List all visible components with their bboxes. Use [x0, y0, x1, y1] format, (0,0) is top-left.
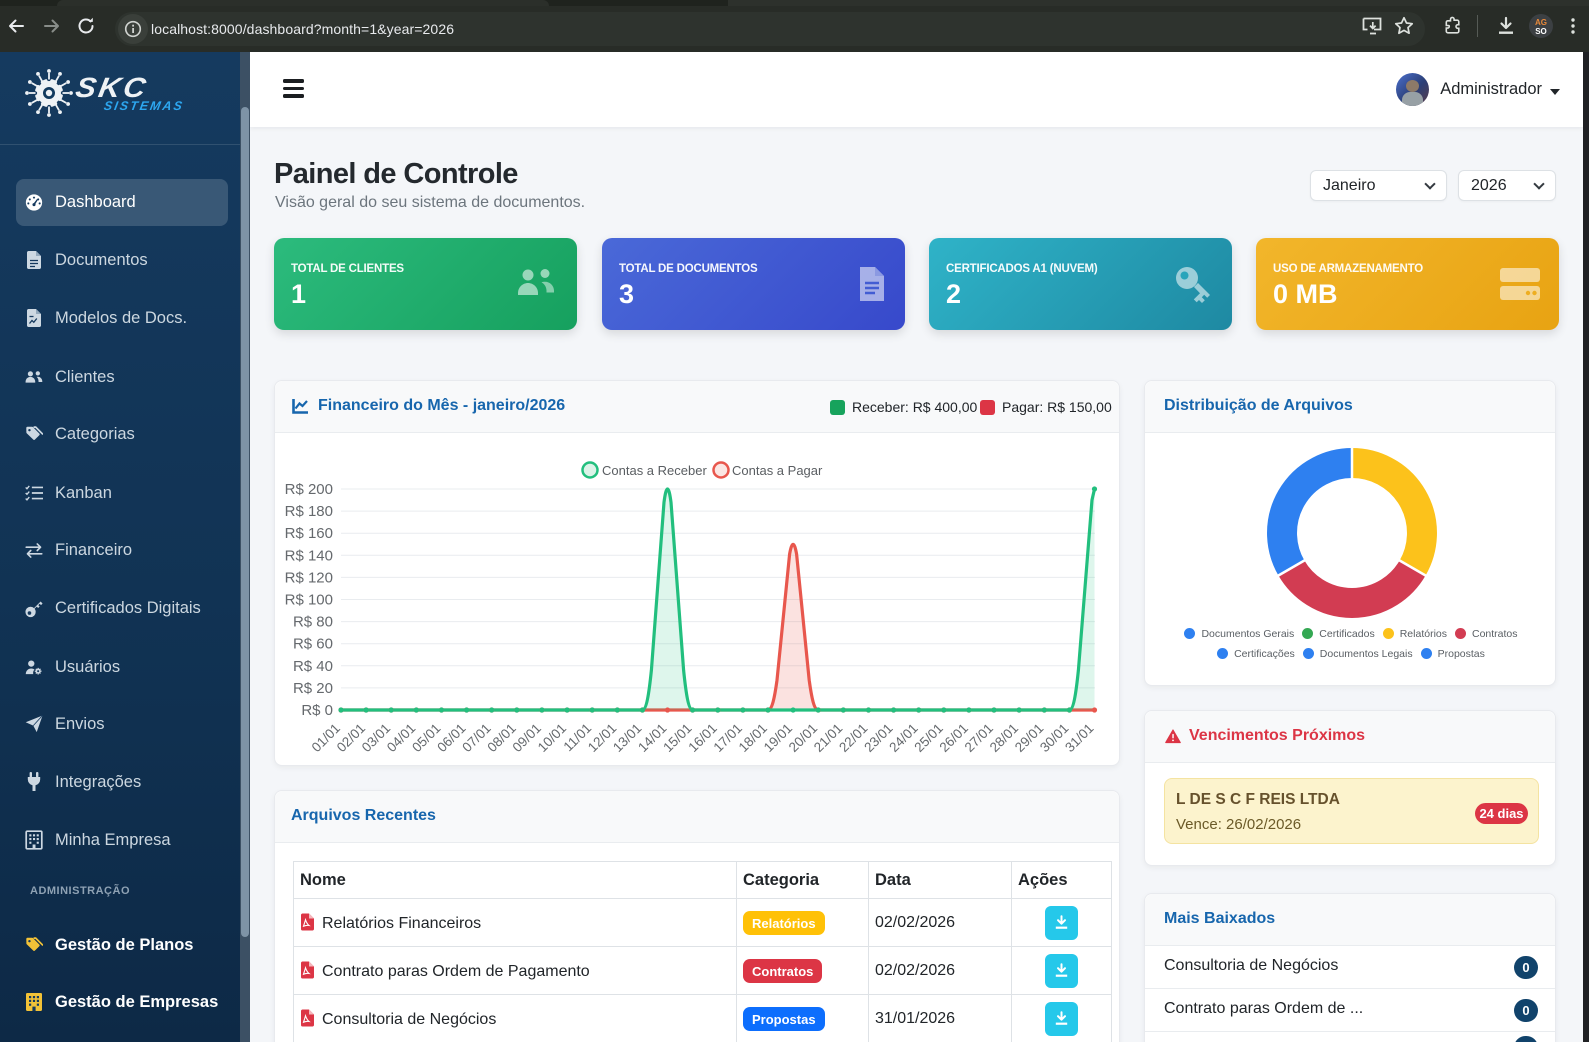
- svg-text:R$ 120: R$ 120: [285, 569, 333, 586]
- svg-text:R$ 80: R$ 80: [293, 614, 333, 631]
- svg-text:31/01: 31/01: [1062, 721, 1097, 756]
- svg-text:R$ 180: R$ 180: [285, 503, 333, 520]
- svg-text:R$ 140: R$ 140: [285, 547, 333, 564]
- svg-text:Contas a Receber: Contas a Receber: [602, 463, 707, 478]
- svg-text:10/01: 10/01: [535, 721, 570, 756]
- svg-text:R$ 160: R$ 160: [285, 525, 333, 542]
- svg-text:R$ 0: R$ 0: [301, 702, 333, 719]
- svg-text:R$ 60: R$ 60: [293, 636, 333, 653]
- svg-text:R$ 100: R$ 100: [285, 592, 333, 609]
- svg-text:R$ 40: R$ 40: [293, 658, 333, 675]
- svg-text:R$ 200: R$ 200: [285, 481, 333, 498]
- svg-text:R$ 20: R$ 20: [293, 680, 333, 697]
- svg-text:Contas a Pagar: Contas a Pagar: [732, 463, 823, 478]
